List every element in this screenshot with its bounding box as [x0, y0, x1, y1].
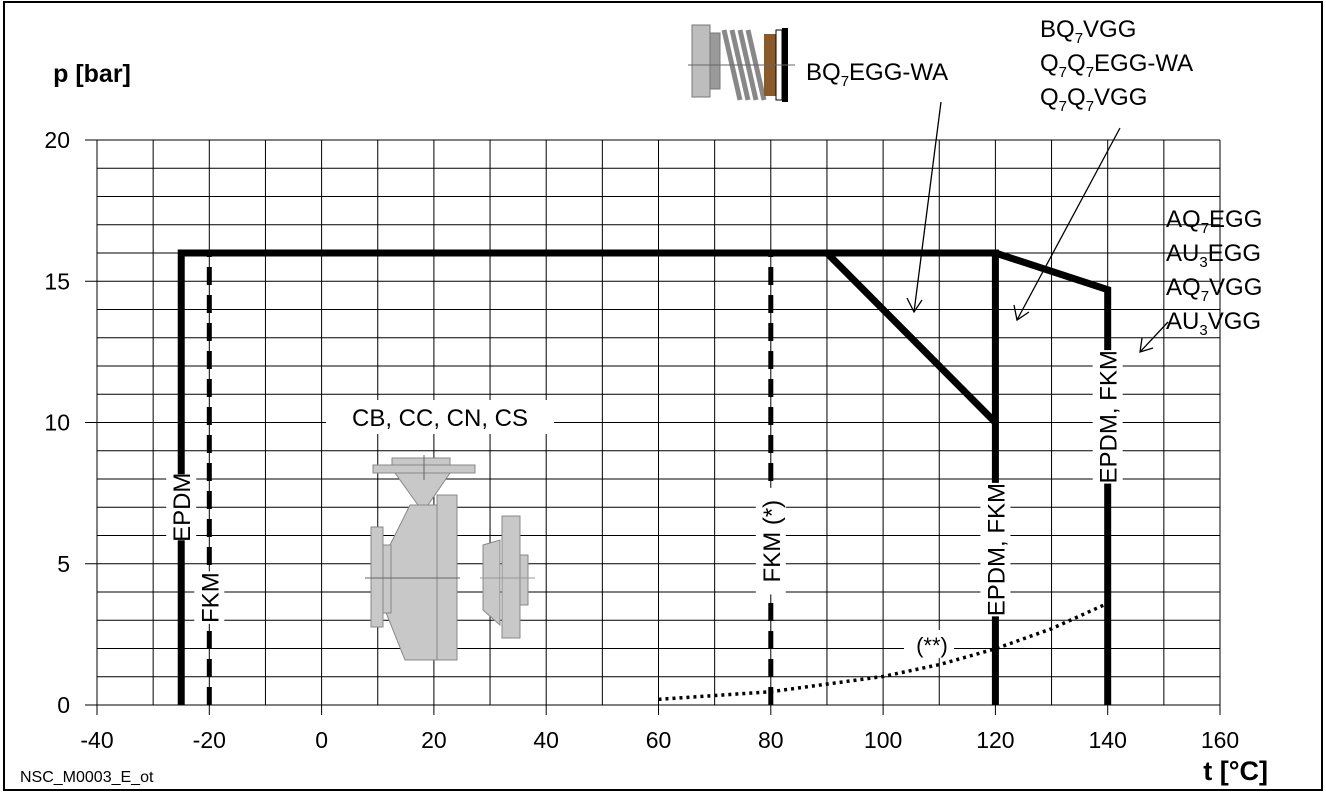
text-span: EGG-WA	[849, 59, 948, 86]
figure-code: NSC_M0003_E_ot	[20, 769, 154, 786]
vertical-label-bg	[166, 474, 197, 541]
x-tick-label: 0	[315, 727, 328, 753]
x-tick-label: -40	[80, 727, 113, 753]
vertical-label-bg	[980, 482, 1011, 617]
text-span: Q	[1067, 84, 1086, 111]
x-tick-label: 40	[533, 727, 559, 753]
y-tick-label: 10	[44, 410, 70, 436]
vertical-label-text: EPDM, FKM	[1096, 350, 1123, 483]
seal-vgg-line: BQ7VGG	[1040, 16, 1136, 47]
mechanical-seal-icon	[688, 24, 795, 102]
series-layer	[177, 249, 1112, 705]
text-span: Q	[1040, 50, 1059, 77]
subscript: 7	[1075, 30, 1083, 47]
seal-a-line: AQ7VGG	[1166, 274, 1262, 305]
arrows	[906, 101, 1169, 353]
subscript: 7	[1201, 288, 1209, 305]
subscript: 7	[1201, 220, 1209, 237]
x-axis-title: t [°C]	[1203, 756, 1268, 786]
text-span: Q	[1067, 50, 1086, 77]
vertical-label-text: FKM (*)	[759, 500, 786, 583]
y-tick-label: 5	[57, 551, 70, 577]
text-span: EGG-WA	[1094, 50, 1193, 77]
y-tick-label: 20	[44, 127, 70, 153]
subscript: 3	[1199, 322, 1207, 339]
y-tick-label: 0	[57, 692, 70, 718]
arrow-wa	[913, 101, 942, 313]
x-tick-label: 160	[1201, 727, 1239, 753]
vertical-label-bg	[755, 487, 786, 595]
seal-vgg-line: Q7Q7EGG-WA	[1040, 50, 1193, 81]
y-axis-title: p [bar]	[53, 60, 131, 88]
arrow-vgg	[1016, 127, 1121, 321]
seal-vgg-line: Q7Q7VGG	[1040, 84, 1147, 115]
text-span: VGG	[1209, 274, 1262, 301]
vertical-label-epdm_fkm_120: EPDM, FKM	[980, 482, 1011, 617]
x-tick-label: 120	[976, 727, 1014, 753]
vertical-label-bg	[194, 571, 225, 624]
housing-label: CB, CC, CN, CS	[352, 405, 528, 432]
arrow-wa-head	[906, 297, 923, 314]
vapour-label-bg	[904, 630, 954, 658]
text-span: EGG	[1209, 206, 1262, 233]
seal-wa-label: BQ7EGG-WA	[806, 59, 948, 90]
text-span: BQ	[1040, 16, 1075, 43]
vertical-label-text: EPDM, FKM	[983, 483, 1010, 616]
seal-a-line: AU3VGG	[1166, 308, 1261, 339]
subscript: 7	[1086, 64, 1094, 81]
subscript: 7	[1086, 98, 1094, 115]
series-limit_ext	[994, 249, 1112, 705]
vapour-label: (**)	[916, 633, 948, 658]
text-span: AU	[1166, 308, 1199, 335]
text-span: EGG	[1208, 240, 1261, 267]
x-tick-label: 20	[421, 727, 447, 753]
text-span: AU	[1166, 240, 1199, 267]
seal-a-line: AQ7EGG	[1166, 206, 1262, 237]
arrow-a-head	[1139, 337, 1154, 353]
vertical-label-bg	[1092, 350, 1123, 484]
text-span: AQ	[1166, 206, 1201, 233]
subscript: 7	[1059, 64, 1067, 81]
vertical-label-epdm_fkm_140: EPDM, FKM	[1092, 350, 1123, 484]
text-span: VGG	[1208, 308, 1261, 335]
vertical-labels: EPDM FKM FKM (*) EPDM, FKM EPDM, FKM	[166, 350, 1123, 624]
x-tick-label: 60	[646, 727, 672, 753]
vertical-label-text: EPDM	[169, 473, 196, 542]
text-span: AQ	[1166, 274, 1201, 301]
arrow-a	[1139, 321, 1169, 353]
housing-label-bg	[326, 400, 554, 434]
x-tick-label: -20	[193, 727, 226, 753]
vertical-label-epdm_minus25: EPDM	[166, 473, 197, 542]
vertical-label-text: FKM	[197, 572, 224, 623]
x-tick-label: 140	[1089, 727, 1127, 753]
vertical-label-fkm_80: FKM (*)	[755, 487, 786, 595]
y-tick-label: 15	[44, 268, 70, 294]
tick-labels: -40 -20 0 20 40 60 80 100 120 140 160 0 5 10 15 20	[44, 127, 1239, 753]
seal-a-line: AU3EGG	[1166, 240, 1261, 271]
text-span: Q	[1040, 84, 1059, 111]
grid	[96, 139, 1221, 706]
pump-housing-icon	[365, 455, 535, 661]
subscript: 7	[841, 73, 849, 90]
subscript: 7	[1059, 98, 1067, 115]
text-span: VGG	[1083, 16, 1136, 43]
series-vapour	[658, 601, 1109, 702]
subscript: 3	[1199, 254, 1207, 271]
x-tick-label: 80	[758, 727, 784, 753]
text-span: BQ	[806, 59, 841, 86]
arrow-vgg-head	[1013, 304, 1030, 322]
text-span: VGG	[1094, 84, 1147, 111]
x-tick-label: 100	[864, 727, 902, 753]
series-limit_wa	[824, 250, 998, 425]
chart-border	[3, 1, 1323, 791]
vertical-label-fkm_minus20: FKM	[194, 571, 225, 624]
axes	[85, 139, 1221, 715]
